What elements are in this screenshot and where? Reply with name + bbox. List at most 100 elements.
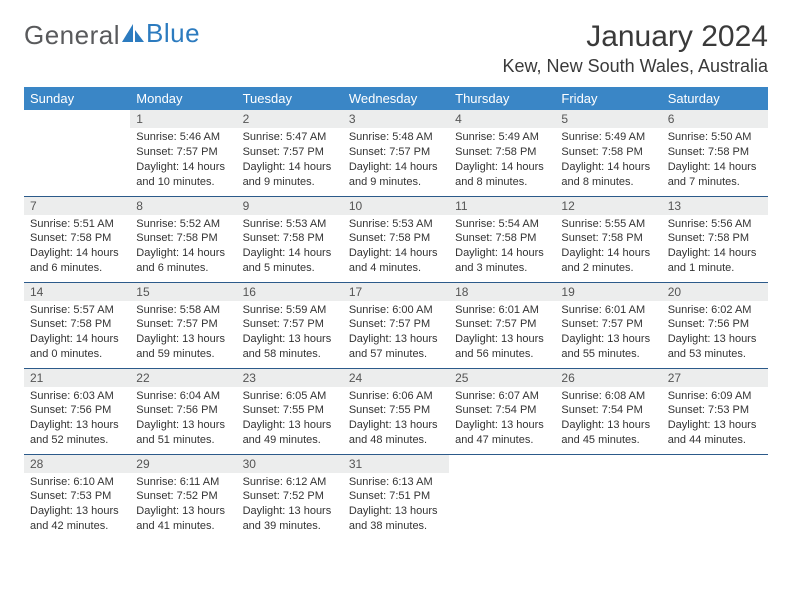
day-line: and 42 minutes. bbox=[30, 519, 124, 534]
day-content: Sunrise: 5:59 AMSunset: 7:57 PMDaylight:… bbox=[237, 301, 343, 366]
day-line: Daylight: 14 hours bbox=[243, 160, 337, 175]
day-line: and 47 minutes. bbox=[455, 433, 549, 448]
calendar-cell: 13Sunrise: 5:56 AMSunset: 7:58 PMDayligh… bbox=[662, 196, 768, 282]
day-content: Sunrise: 6:02 AMSunset: 7:56 PMDaylight:… bbox=[662, 301, 768, 366]
logo-text-1: General bbox=[24, 20, 120, 51]
calendar-cell: 15Sunrise: 5:58 AMSunset: 7:57 PMDayligh… bbox=[130, 282, 236, 368]
calendar-cell: 20Sunrise: 6:02 AMSunset: 7:56 PMDayligh… bbox=[662, 282, 768, 368]
day-line: Daylight: 13 hours bbox=[455, 332, 549, 347]
day-line: Sunset: 7:53 PM bbox=[30, 489, 124, 504]
calendar-cell: 7Sunrise: 5:51 AMSunset: 7:58 PMDaylight… bbox=[24, 196, 130, 282]
day-line: Sunset: 7:57 PM bbox=[561, 317, 655, 332]
day-number: 19 bbox=[555, 283, 661, 301]
day-line: Sunrise: 5:57 AM bbox=[30, 303, 124, 318]
day-number: 14 bbox=[24, 283, 130, 301]
day-content: Sunrise: 6:10 AMSunset: 7:53 PMDaylight:… bbox=[24, 473, 130, 538]
day-line: Daylight: 13 hours bbox=[243, 504, 337, 519]
day-content: Sunrise: 6:07 AMSunset: 7:54 PMDaylight:… bbox=[449, 387, 555, 452]
calendar-row: 28Sunrise: 6:10 AMSunset: 7:53 PMDayligh… bbox=[24, 454, 768, 540]
day-line: Sunset: 7:58 PM bbox=[30, 317, 124, 332]
day-line: Daylight: 13 hours bbox=[349, 504, 443, 519]
day-line: Sunset: 7:58 PM bbox=[455, 231, 549, 246]
day-line: Sunset: 7:58 PM bbox=[30, 231, 124, 246]
day-line: Sunrise: 5:54 AM bbox=[455, 217, 549, 232]
day-number: 11 bbox=[449, 197, 555, 215]
logo: General Blue bbox=[24, 20, 200, 51]
day-line: Daylight: 13 hours bbox=[243, 418, 337, 433]
day-line: and 9 minutes. bbox=[243, 175, 337, 190]
day-line: Sunset: 7:55 PM bbox=[349, 403, 443, 418]
day-line: Sunrise: 6:13 AM bbox=[349, 475, 443, 490]
day-content: Sunrise: 6:13 AMSunset: 7:51 PMDaylight:… bbox=[343, 473, 449, 538]
calendar-cell bbox=[449, 454, 555, 540]
day-line: Daylight: 13 hours bbox=[455, 418, 549, 433]
day-number: 26 bbox=[555, 369, 661, 387]
calendar-row: 7Sunrise: 5:51 AMSunset: 7:58 PMDaylight… bbox=[24, 196, 768, 282]
weekday-header: Friday bbox=[555, 87, 661, 110]
day-line: Sunrise: 5:50 AM bbox=[668, 130, 762, 145]
day-line: Sunset: 7:58 PM bbox=[668, 231, 762, 246]
calendar-cell: 16Sunrise: 5:59 AMSunset: 7:57 PMDayligh… bbox=[237, 282, 343, 368]
day-line: and 57 minutes. bbox=[349, 347, 443, 362]
calendar-cell: 3Sunrise: 5:48 AMSunset: 7:57 PMDaylight… bbox=[343, 110, 449, 196]
weekday-header: Monday bbox=[130, 87, 236, 110]
day-line: Sunset: 7:58 PM bbox=[561, 231, 655, 246]
day-number: 5 bbox=[555, 110, 661, 128]
day-line: and 58 minutes. bbox=[243, 347, 337, 362]
day-number: 6 bbox=[662, 110, 768, 128]
day-number: 12 bbox=[555, 197, 661, 215]
day-line: Sunset: 7:57 PM bbox=[243, 145, 337, 160]
day-number: 2 bbox=[237, 110, 343, 128]
day-number: 31 bbox=[343, 455, 449, 473]
day-line: Sunset: 7:57 PM bbox=[136, 145, 230, 160]
day-line: Daylight: 13 hours bbox=[561, 418, 655, 433]
calendar-cell bbox=[555, 454, 661, 540]
day-line: and 5 minutes. bbox=[243, 261, 337, 276]
day-number: 28 bbox=[24, 455, 130, 473]
day-line: Sunset: 7:58 PM bbox=[455, 145, 549, 160]
day-line: and 6 minutes. bbox=[136, 261, 230, 276]
day-line: Sunrise: 5:53 AM bbox=[349, 217, 443, 232]
day-line: Sunset: 7:58 PM bbox=[561, 145, 655, 160]
day-line: Sunrise: 6:04 AM bbox=[136, 389, 230, 404]
calendar-cell: 18Sunrise: 6:01 AMSunset: 7:57 PMDayligh… bbox=[449, 282, 555, 368]
day-content: Sunrise: 6:04 AMSunset: 7:56 PMDaylight:… bbox=[130, 387, 236, 452]
day-number: 18 bbox=[449, 283, 555, 301]
weekday-header: Tuesday bbox=[237, 87, 343, 110]
day-line: and 0 minutes. bbox=[30, 347, 124, 362]
day-line: Daylight: 14 hours bbox=[668, 246, 762, 261]
calendar-cell bbox=[24, 110, 130, 196]
day-line: Sunrise: 5:49 AM bbox=[455, 130, 549, 145]
day-number: 9 bbox=[237, 197, 343, 215]
day-line: and 59 minutes. bbox=[136, 347, 230, 362]
day-line: and 3 minutes. bbox=[455, 261, 549, 276]
day-line: Sunset: 7:56 PM bbox=[30, 403, 124, 418]
day-line: and 38 minutes. bbox=[349, 519, 443, 534]
day-line: Daylight: 13 hours bbox=[349, 332, 443, 347]
day-line: and 9 minutes. bbox=[349, 175, 443, 190]
calendar-cell: 31Sunrise: 6:13 AMSunset: 7:51 PMDayligh… bbox=[343, 454, 449, 540]
day-line: Sunset: 7:53 PM bbox=[668, 403, 762, 418]
day-content: Sunrise: 6:01 AMSunset: 7:57 PMDaylight:… bbox=[449, 301, 555, 366]
calendar-cell: 2Sunrise: 5:47 AMSunset: 7:57 PMDaylight… bbox=[237, 110, 343, 196]
calendar-cell: 1Sunrise: 5:46 AMSunset: 7:57 PMDaylight… bbox=[130, 110, 236, 196]
day-line: Sunrise: 5:51 AM bbox=[30, 217, 124, 232]
day-line: and 52 minutes. bbox=[30, 433, 124, 448]
calendar-cell: 14Sunrise: 5:57 AMSunset: 7:58 PMDayligh… bbox=[24, 282, 130, 368]
weekday-header: Thursday bbox=[449, 87, 555, 110]
day-line: Sunset: 7:51 PM bbox=[349, 489, 443, 504]
day-line: and 55 minutes. bbox=[561, 347, 655, 362]
day-line: Sunset: 7:56 PM bbox=[668, 317, 762, 332]
day-line: Daylight: 14 hours bbox=[30, 246, 124, 261]
day-content: Sunrise: 5:58 AMSunset: 7:57 PMDaylight:… bbox=[130, 301, 236, 366]
day-number: 1 bbox=[130, 110, 236, 128]
calendar-row: 1Sunrise: 5:46 AMSunset: 7:57 PMDaylight… bbox=[24, 110, 768, 196]
day-line: Sunrise: 6:01 AM bbox=[455, 303, 549, 318]
day-line: Sunrise: 6:10 AM bbox=[30, 475, 124, 490]
day-line: Sunset: 7:57 PM bbox=[349, 145, 443, 160]
day-number: 24 bbox=[343, 369, 449, 387]
day-line: and 48 minutes. bbox=[349, 433, 443, 448]
weekday-header: Sunday bbox=[24, 87, 130, 110]
day-line: Daylight: 14 hours bbox=[561, 160, 655, 175]
day-line: Sunrise: 6:01 AM bbox=[561, 303, 655, 318]
